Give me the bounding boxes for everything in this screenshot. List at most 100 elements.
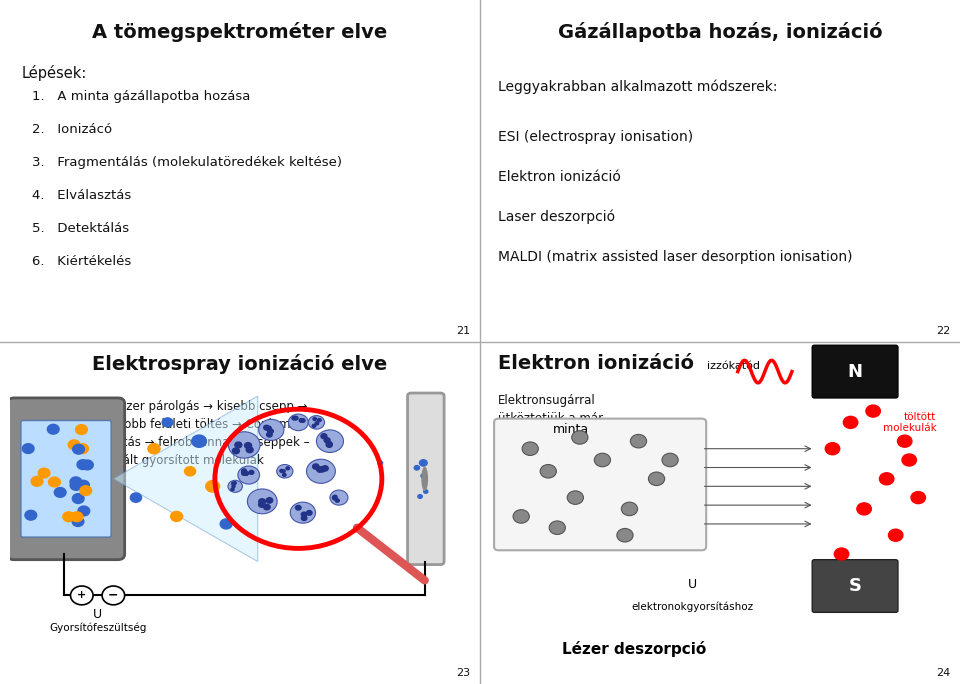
Circle shape: [238, 466, 259, 484]
Circle shape: [594, 453, 611, 466]
Circle shape: [233, 482, 236, 484]
Text: oldószer párolgás → kisebb csepp →
nagyobb felületi töltés → Coulomb
taszítás → : oldószer párolgás → kisebb csepp → nagyo…: [95, 400, 309, 467]
Circle shape: [418, 495, 422, 499]
Circle shape: [70, 586, 93, 605]
Circle shape: [276, 464, 293, 478]
Text: Lézer deszorpció: Lézer deszorpció: [562, 640, 707, 657]
Circle shape: [73, 445, 84, 454]
Circle shape: [317, 430, 344, 453]
Circle shape: [242, 471, 247, 475]
Circle shape: [78, 506, 89, 516]
Circle shape: [231, 482, 235, 485]
Text: A tömegspektrométer elve: A tömegspektrométer elve: [92, 22, 388, 42]
Text: Lépések:: Lépések:: [22, 65, 87, 81]
Circle shape: [322, 466, 328, 471]
Circle shape: [232, 448, 239, 453]
Circle shape: [317, 467, 323, 472]
Circle shape: [220, 519, 232, 529]
Text: elektronokgyorsításhoz: elektronokgyorsításhoz: [632, 601, 754, 612]
Text: 1.   A minta gázállapotba hozása: 1. A minta gázállapotba hozása: [32, 90, 251, 103]
Circle shape: [296, 505, 301, 510]
Circle shape: [301, 516, 307, 521]
Text: Elektron ionizáció: Elektron ionizáció: [498, 354, 694, 373]
Text: 23: 23: [456, 668, 470, 678]
Text: Elektrospray ionizáció elve: Elektrospray ionizáció elve: [92, 354, 388, 374]
Circle shape: [522, 442, 539, 456]
Circle shape: [231, 488, 234, 490]
Circle shape: [162, 418, 173, 427]
Circle shape: [288, 414, 308, 431]
Text: Laser deszorpció: Laser deszorpció: [498, 210, 615, 224]
Circle shape: [321, 434, 327, 438]
Text: U: U: [688, 577, 697, 591]
Circle shape: [266, 426, 272, 431]
Circle shape: [171, 512, 182, 521]
Text: Gázállapotba hozás, ionizáció: Gázállapotba hozás, ionizáció: [558, 22, 882, 42]
Text: töltött
molekulák: töltött molekulák: [882, 412, 936, 433]
FancyBboxPatch shape: [21, 421, 111, 537]
Circle shape: [631, 434, 647, 448]
Circle shape: [235, 442, 242, 448]
Text: U: U: [93, 607, 102, 621]
Circle shape: [71, 512, 83, 522]
Circle shape: [47, 424, 60, 434]
Circle shape: [248, 489, 277, 514]
Circle shape: [148, 444, 160, 453]
Circle shape: [264, 504, 270, 510]
Circle shape: [249, 471, 253, 475]
Circle shape: [72, 516, 84, 527]
Text: 2.   Ionizácó: 2. Ionizácó: [32, 123, 112, 136]
Circle shape: [72, 494, 84, 503]
Circle shape: [62, 512, 75, 522]
Circle shape: [55, 488, 66, 497]
Circle shape: [76, 425, 87, 434]
Ellipse shape: [421, 466, 428, 491]
Circle shape: [911, 492, 925, 503]
FancyBboxPatch shape: [8, 398, 125, 560]
Circle shape: [513, 510, 529, 523]
Circle shape: [420, 460, 427, 466]
Circle shape: [902, 454, 917, 466]
Text: 3.   Fragmentálás (molekulatöredékek keltése): 3. Fragmentálás (molekulatöredékek kelté…: [32, 156, 342, 169]
Circle shape: [49, 477, 60, 487]
Circle shape: [423, 490, 428, 493]
Circle shape: [242, 469, 247, 473]
Circle shape: [246, 447, 253, 453]
Circle shape: [414, 466, 420, 470]
Circle shape: [22, 444, 34, 453]
Circle shape: [228, 432, 260, 458]
Circle shape: [378, 461, 383, 465]
Circle shape: [300, 419, 303, 422]
Text: S: S: [849, 577, 861, 595]
Circle shape: [826, 443, 840, 455]
Circle shape: [330, 490, 348, 505]
Circle shape: [617, 529, 633, 542]
Text: minta: minta: [553, 423, 588, 436]
Circle shape: [282, 473, 286, 476]
Text: 6.   Kiértékelés: 6. Kiértékelés: [32, 255, 132, 268]
Circle shape: [205, 481, 220, 492]
Circle shape: [648, 472, 664, 486]
Circle shape: [77, 460, 88, 469]
Circle shape: [843, 417, 858, 428]
Circle shape: [567, 491, 584, 504]
Circle shape: [70, 481, 82, 490]
Circle shape: [420, 474, 426, 478]
Circle shape: [68, 440, 80, 449]
FancyBboxPatch shape: [812, 560, 898, 612]
Circle shape: [312, 424, 316, 428]
Circle shape: [662, 453, 678, 466]
Circle shape: [267, 432, 272, 437]
Text: N: N: [848, 363, 863, 380]
Circle shape: [324, 438, 330, 443]
Circle shape: [300, 419, 305, 423]
Text: 4.   Elválasztás: 4. Elválasztás: [32, 189, 132, 202]
Circle shape: [332, 496, 336, 499]
Polygon shape: [113, 396, 257, 562]
Circle shape: [268, 429, 274, 434]
Circle shape: [866, 405, 880, 417]
Text: 5.   Detektálás: 5. Detektálás: [32, 222, 130, 235]
Circle shape: [326, 442, 332, 447]
Circle shape: [313, 417, 317, 421]
Circle shape: [279, 469, 283, 473]
